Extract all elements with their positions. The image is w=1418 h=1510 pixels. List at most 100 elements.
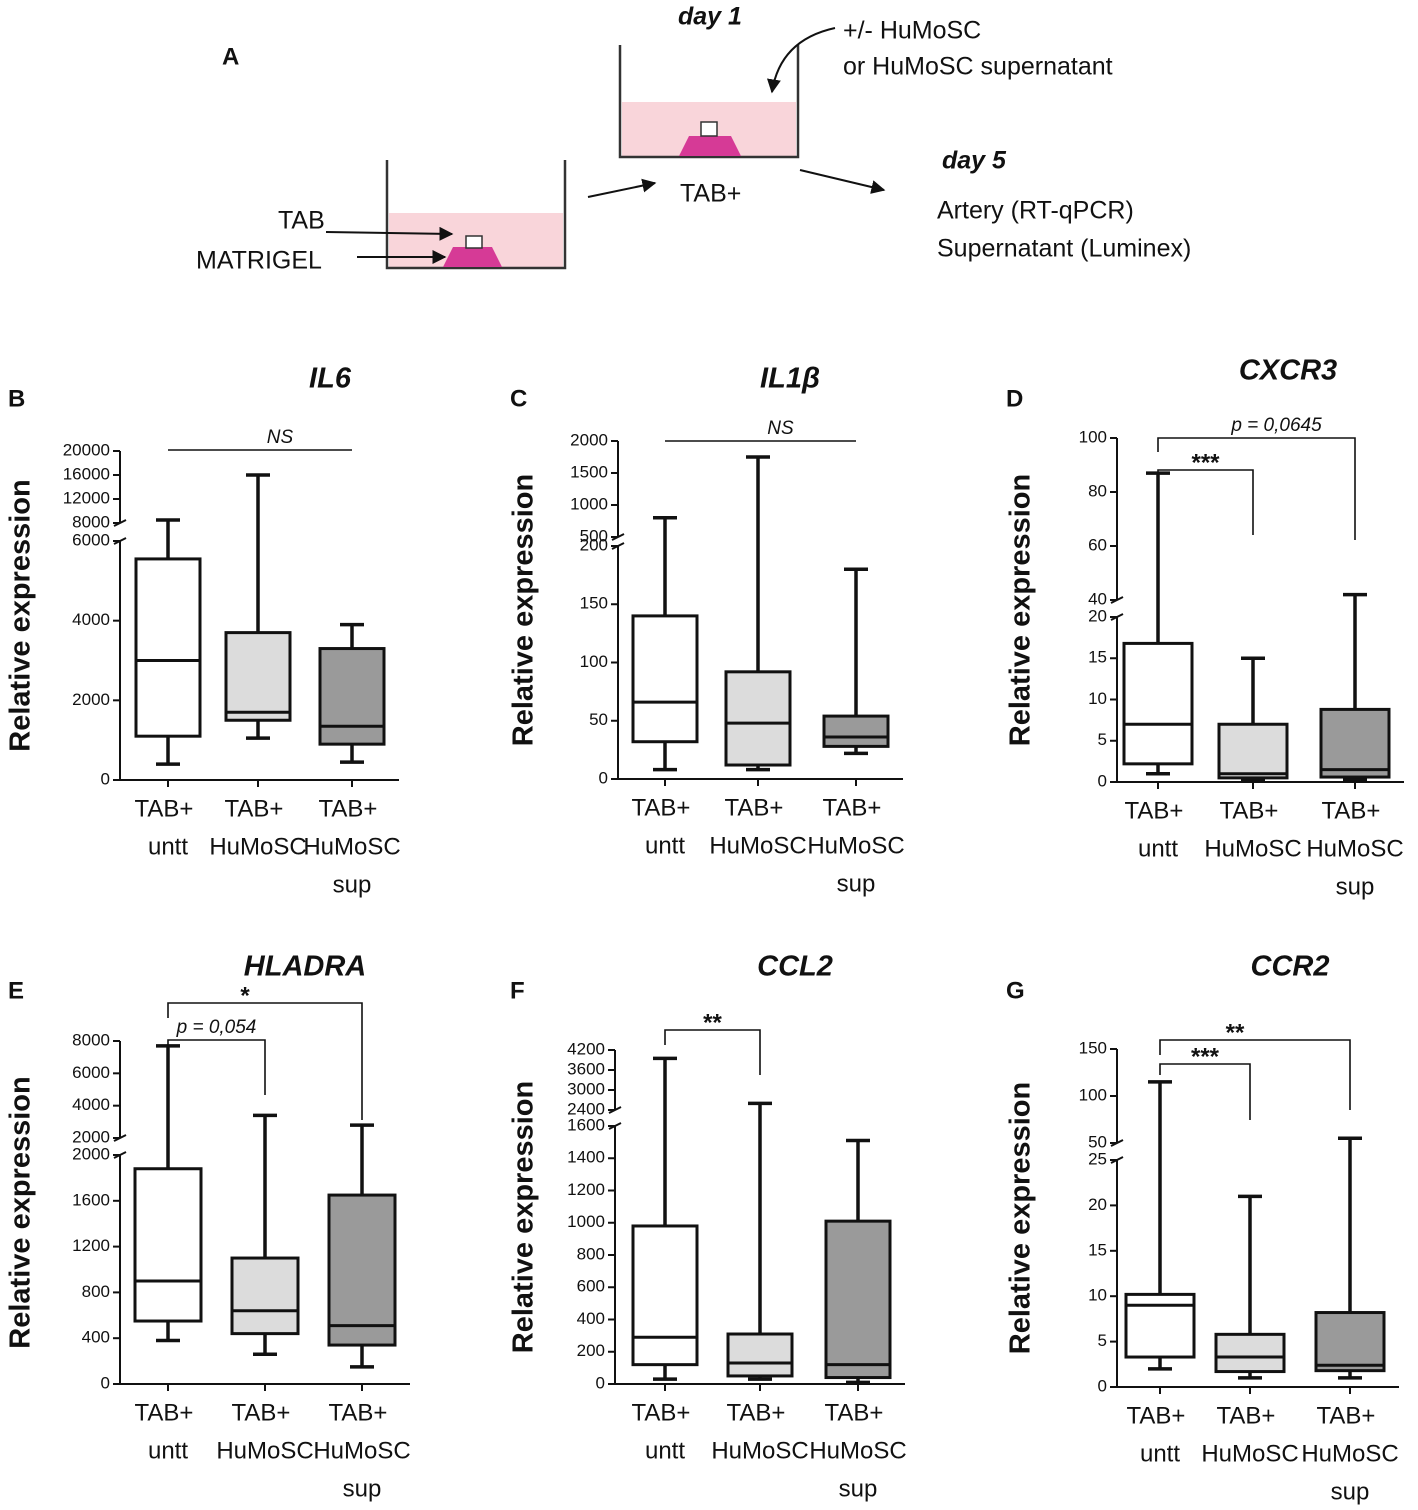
chart-title: IL6 <box>309 363 352 395</box>
label-addition: or HuMoSC supernatant <box>843 53 1113 81</box>
x-tick-label: sup <box>333 871 372 898</box>
y-tick-label: 200 <box>580 535 608 554</box>
y-tick-label: 80 <box>1088 481 1107 500</box>
artery <box>465 235 483 249</box>
box <box>1122 641 1194 766</box>
x-tick-label: TAB+ <box>225 795 284 822</box>
box <box>1214 1332 1286 1374</box>
x-tick-label: untt <box>148 1437 188 1464</box>
label-day5: day 5 <box>942 147 1007 175</box>
significance-label: * <box>240 982 250 1009</box>
panel-label: E <box>8 977 24 1004</box>
significance-label: ** <box>1226 1019 1245 1046</box>
chart-title: CXCR3 <box>1239 355 1337 387</box>
panel: F CCL2 Relative expression 0 200 400 600 800 100… <box>508 951 907 1503</box>
x-tick-label: HuMoSC <box>216 1437 313 1464</box>
x-tick-label: HuMoSC <box>313 1437 410 1464</box>
y-tick-label: 0 <box>101 769 110 788</box>
x-tick-label: HuMoSC <box>711 1437 808 1464</box>
label-matrigel: MATRIGEL <box>196 247 322 275</box>
y-tick-label: 40 <box>1088 589 1107 608</box>
x-tick-label: TAB+ <box>1317 1402 1376 1429</box>
box <box>631 614 699 744</box>
label-day1: day 1 <box>678 3 742 31</box>
arrow <box>767 27 836 94</box>
y-tick-label: 150 <box>580 594 608 613</box>
y-tick-label: 100 <box>1079 1085 1107 1104</box>
panel-label: A <box>222 43 239 70</box>
significance-label: *** <box>1191 1043 1220 1070</box>
well <box>385 160 567 270</box>
y-tick-label: 10 <box>1088 1286 1107 1305</box>
x-tick-label: untt <box>645 832 685 859</box>
x-tick-label: untt <box>148 833 188 860</box>
significance-bracket <box>1159 1063 1251 1120</box>
x-tick-label: untt <box>1138 835 1178 862</box>
significance-bracket <box>664 1029 761 1075</box>
well <box>618 45 800 159</box>
arrow <box>799 169 886 194</box>
box <box>327 1193 397 1347</box>
y-tick-label: 8000 <box>72 1030 110 1049</box>
x-tick-label: TAB+ <box>727 1399 786 1426</box>
x-tick-label: sup <box>1331 1478 1370 1505</box>
y-tick-label: 6000 <box>72 1063 110 1082</box>
significance-bracket <box>1159 1039 1351 1110</box>
y-tick-label: 3600 <box>567 1059 605 1078</box>
significance-bracket <box>167 1002 363 1120</box>
x-tick-label: HuMoSC <box>1204 835 1301 862</box>
box <box>631 1224 699 1367</box>
y-tick-label: 1000 <box>567 1212 605 1231</box>
chart-title: CCL2 <box>757 951 833 983</box>
x-tick-label: HuMoSC <box>809 1437 906 1464</box>
x-tick-label: TAB+ <box>632 794 691 821</box>
box <box>224 631 292 722</box>
label-tab-plus: TAB+ <box>680 180 741 208</box>
y-tick-label: 0 <box>1098 771 1107 790</box>
x-tick-label: TAB+ <box>135 1399 194 1426</box>
y-tick-label: 10 <box>1088 689 1107 708</box>
y-tick-label: 2400 <box>567 1099 605 1118</box>
x-tick-label: HuMoSC <box>303 833 400 860</box>
y-tick-label: 1200 <box>567 1180 605 1199</box>
significance-label: p = 0,054 <box>176 1017 257 1038</box>
y-tick-label: 15 <box>1088 648 1107 667</box>
y-tick-label: 400 <box>577 1309 605 1328</box>
y-tick-label: 200 <box>577 1341 605 1360</box>
significance-label: NS <box>767 418 794 439</box>
y-tick-label: 2000 <box>72 690 110 709</box>
x-tick-label: HuMoSC <box>1201 1440 1298 1467</box>
chart-title: IL1β <box>760 363 820 395</box>
x-tick-label: TAB+ <box>1220 797 1279 824</box>
y-axis-label: Relative expression <box>1005 474 1037 746</box>
chart-title: HLADRA <box>244 951 366 983</box>
y-tick-label: 25 <box>1088 1149 1107 1168</box>
x-tick-label: TAB+ <box>825 1399 884 1426</box>
y-tick-label: 6000 <box>72 530 110 549</box>
x-tick-label: TAB+ <box>1125 797 1184 824</box>
panel-label: B <box>8 385 25 412</box>
x-tick-label: sup <box>343 1475 382 1502</box>
significance-label: NS <box>267 427 294 448</box>
x-tick-label: TAB+ <box>632 1399 691 1426</box>
x-tick-label: untt <box>1140 1440 1180 1467</box>
panel: E HLADRA Relative expression 0 400 800 1200 160… <box>5 951 411 1503</box>
x-tick-label: HuMoSC <box>209 833 306 860</box>
y-tick-label: 1600 <box>72 1190 110 1209</box>
panel-label: C <box>510 385 527 412</box>
y-tick-label: 0 <box>599 768 608 787</box>
y-tick-label: 5 <box>1098 1331 1107 1350</box>
y-tick-label: 1500 <box>570 462 608 481</box>
box <box>822 714 890 748</box>
y-tick-label: 0 <box>596 1373 605 1392</box>
diagram: A TAB MATRIGEL day 1 +/- HuMoSC or HuMoS… <box>196 3 1191 275</box>
box <box>133 1167 203 1323</box>
box <box>1319 707 1391 779</box>
y-tick-label: 500 <box>580 526 608 545</box>
y-tick-label: 20000 <box>63 440 110 459</box>
arrow <box>587 178 657 198</box>
box <box>318 647 386 746</box>
panel-label: F <box>510 977 525 1004</box>
arrow <box>325 226 454 241</box>
